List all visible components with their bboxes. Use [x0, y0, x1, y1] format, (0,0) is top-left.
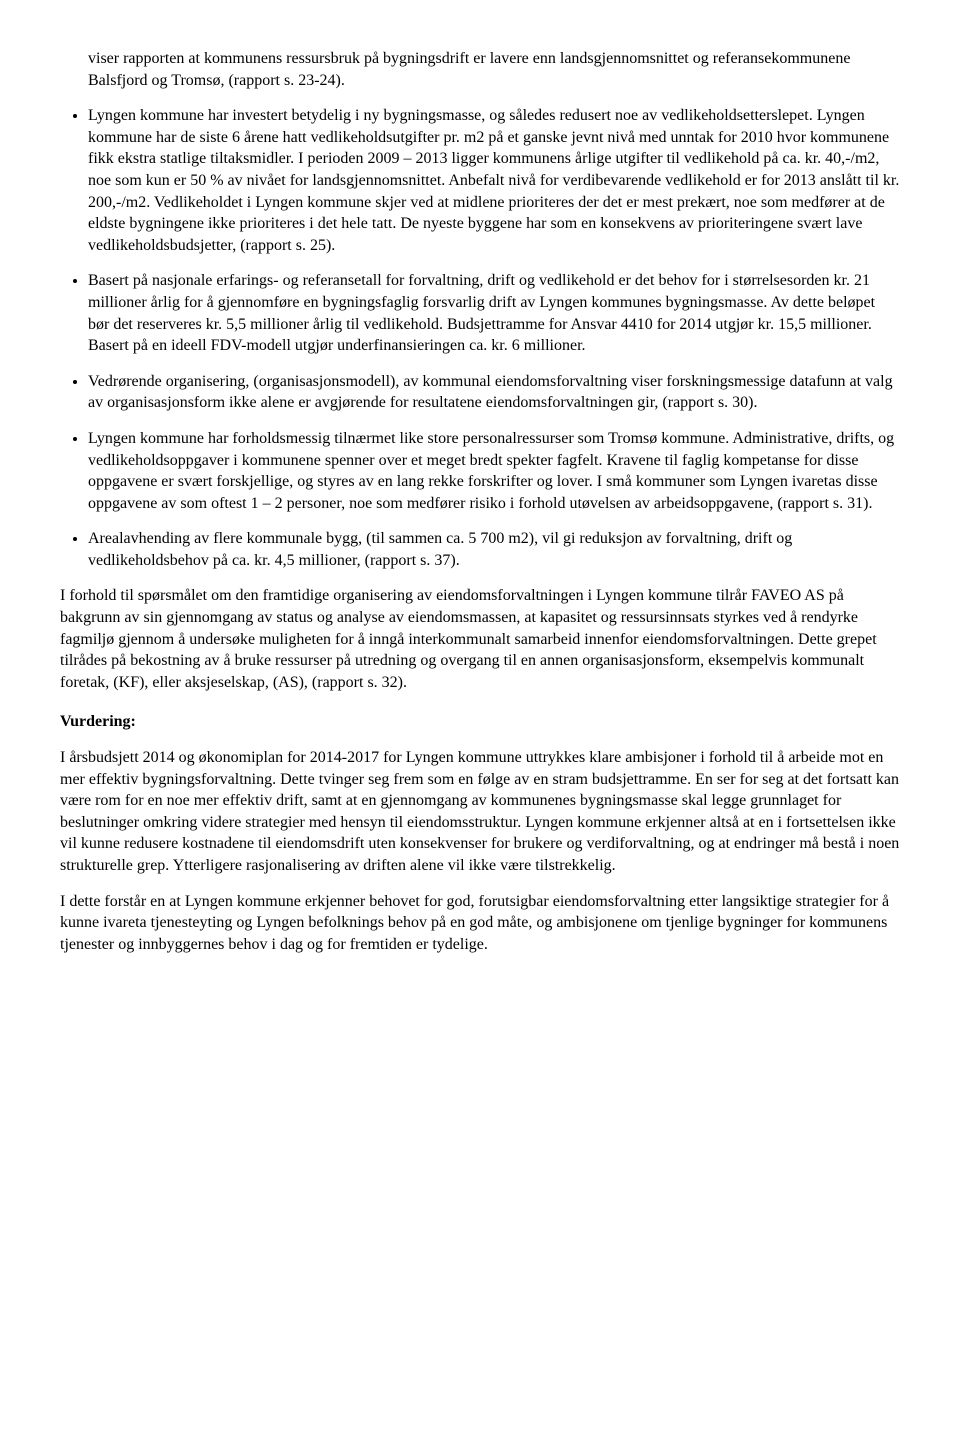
paragraph-after-bullets: I forhold til spørsmålet om den framtidi…	[60, 585, 900, 693]
heading-vurdering: Vurdering:	[60, 711, 900, 733]
continued-bullet-text: viser rapporten at kommunens ressursbruk…	[88, 48, 900, 91]
list-item: Basert på nasjonale erfarings- og refera…	[88, 270, 900, 356]
bullet-list: Lyngen kommune har investert betydelig i…	[60, 105, 900, 571]
list-item: Lyngen kommune har investert betydelig i…	[88, 105, 900, 256]
list-item: Arealavhending av flere kommunale bygg, …	[88, 528, 900, 571]
list-item: Lyngen kommune har forholdsmessig tilnær…	[88, 428, 900, 514]
list-item: Vedrørende organisering, (organisasjonsm…	[88, 371, 900, 414]
vurdering-paragraph-2: I dette forstår en at Lyngen kommune erk…	[60, 891, 900, 956]
vurdering-paragraph-1: I årsbudsjett 2014 og økonomiplan for 20…	[60, 747, 900, 877]
